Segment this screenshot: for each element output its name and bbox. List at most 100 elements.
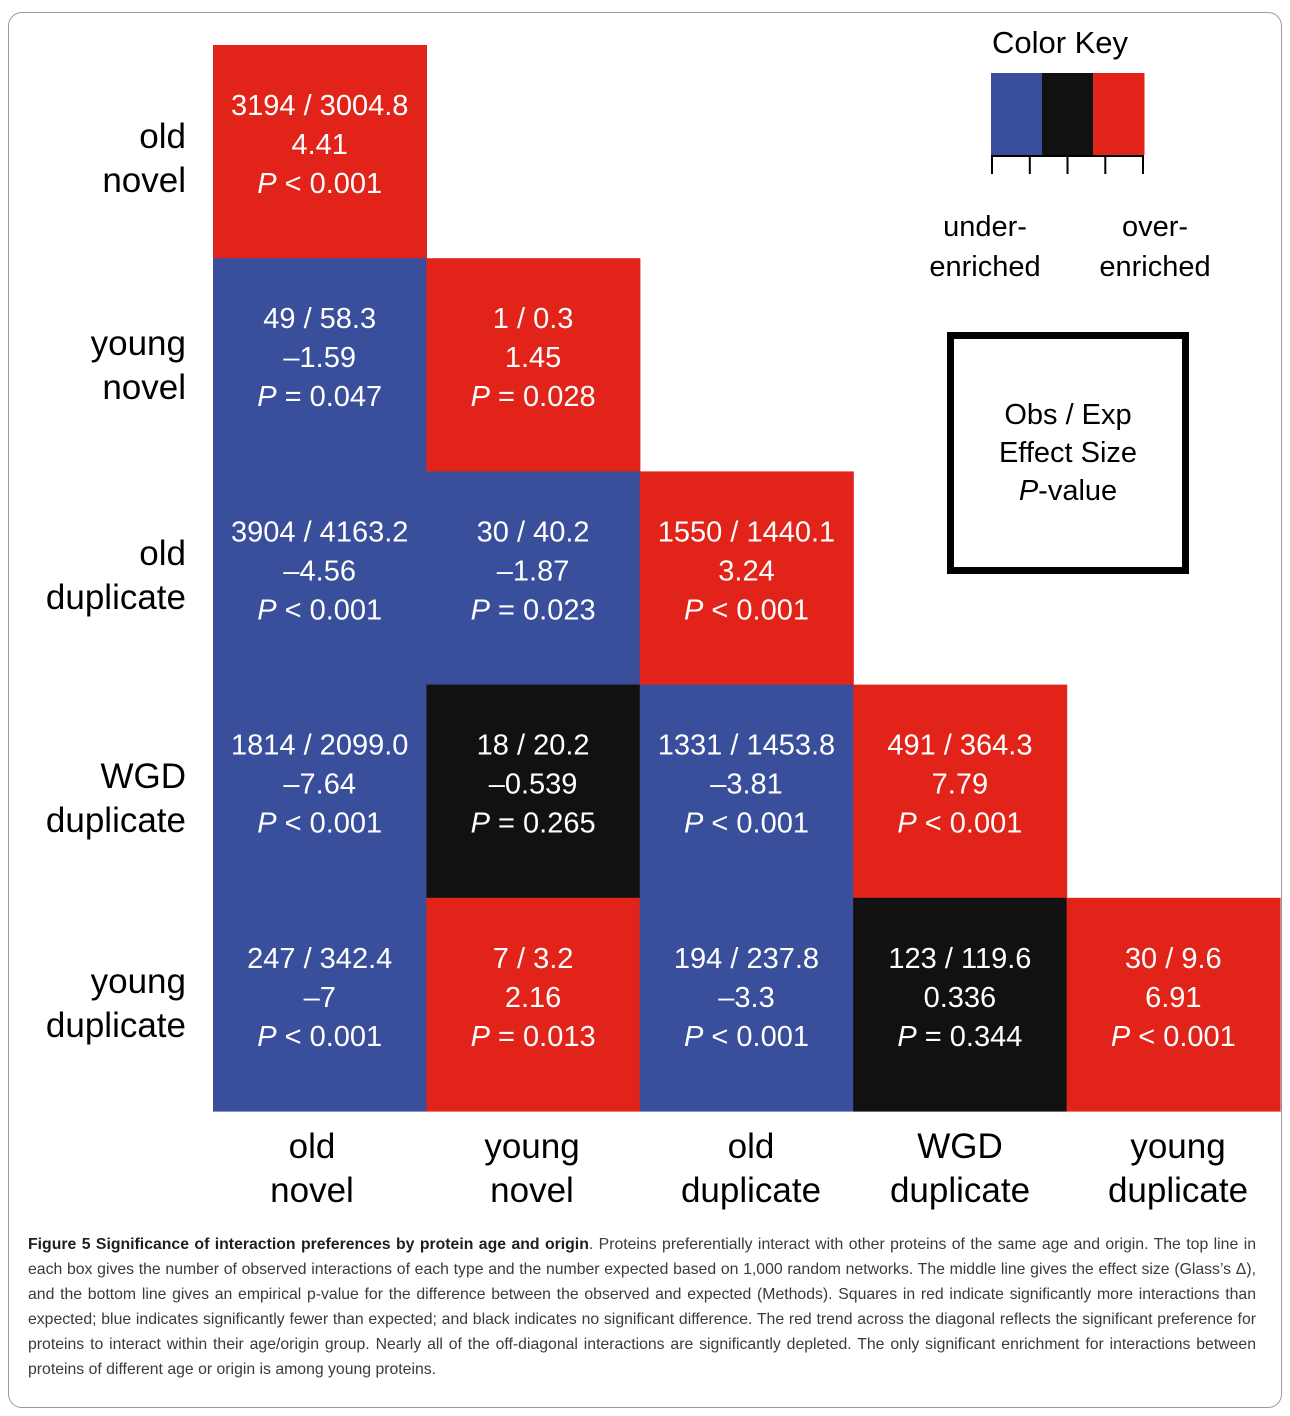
- cell-background: [426, 258, 641, 472]
- col-label-line2: novel: [270, 1171, 354, 1210]
- heatmap-cell: 1 / 0.3 1.45 P = 0.028: [426, 258, 641, 472]
- heatmap-cell: 3194 / 3004.8 4.41 P < 0.001: [213, 45, 427, 259]
- heatmap-cell: 491 / 364.3 7.79 P < 0.001: [853, 684, 1068, 899]
- legend-effect-size: Effect Size: [998, 437, 1138, 469]
- cell-obs-exp: 1550 / 1440.1: [658, 516, 835, 548]
- cell-effect-size: –1.59: [283, 342, 356, 374]
- figure-caption: Figure 5 Significance of interaction pre…: [28, 1232, 1256, 1382]
- cell-p-value: P < 0.001: [257, 1021, 382, 1053]
- caption-title: Figure 5 Significance of interaction pre…: [28, 1236, 589, 1253]
- heatmap-cell: 123 / 119.6 0.336 P = 0.344: [853, 897, 1068, 1112]
- cell-effect-size: 2.16: [505, 982, 561, 1014]
- col-label-line1: old: [288, 1127, 336, 1166]
- cell-p-value: P < 0.001: [257, 594, 382, 626]
- cell-effect-size: 7.79: [932, 769, 988, 801]
- cell-obs-exp: 49 / 58.3: [263, 303, 376, 335]
- heatmap-cell: 18 / 20.2 –0.539 P = 0.265: [426, 684, 641, 899]
- heatmap-cell: 194 / 237.8 –3.3 P < 0.001: [639, 897, 854, 1112]
- cell-effect-size: –0.539: [489, 769, 578, 801]
- legend-p-letter: P: [1018, 475, 1039, 507]
- col-label-wgd-duplicate: WGD duplicate: [854, 1125, 1066, 1213]
- cell-obs-exp: 1331 / 1453.8: [658, 730, 835, 762]
- row-label-line2: novel: [102, 161, 186, 200]
- cell-background: [639, 471, 854, 686]
- cell-background: [853, 684, 1068, 899]
- col-label-line1: old: [727, 1127, 775, 1166]
- cell-p-value: P = 0.344: [897, 1021, 1022, 1053]
- cell-effect-size: –7: [304, 982, 336, 1014]
- cell-effect-size: 0.336: [924, 982, 997, 1014]
- cell-obs-exp: 30 / 9.6: [1125, 943, 1222, 975]
- cell-obs-exp: 123 / 119.6: [888, 943, 1031, 975]
- over-label-line1: over-: [1121, 211, 1189, 243]
- cell-p-value: P < 0.001: [897, 808, 1022, 840]
- cell-effect-size: 4.41: [291, 129, 347, 161]
- cell-p-value: P < 0.001: [257, 808, 382, 840]
- cell-background: [213, 471, 427, 686]
- cell-background: [1066, 897, 1281, 1112]
- color-key-swatch: [991, 73, 1043, 155]
- cell-p-value: P < 0.001: [684, 594, 809, 626]
- col-label-line2: duplicate: [1107, 1171, 1249, 1210]
- cell-p-value: P = 0.265: [471, 808, 596, 840]
- color-key-swatch: [1042, 73, 1094, 155]
- heatmap-cell: 1814 / 2099.0 –7.64 P < 0.001: [213, 684, 427, 899]
- color-key-swatch: [1093, 73, 1145, 155]
- row-label-young-duplicate: young duplicate: [10, 960, 186, 1048]
- heatmap-cells: 3194 / 3004.8 4.41 P < 0.001 49 / 58.3 –1.59…: [213, 45, 1281, 1112]
- color-key-over-label: over- enriched: [1085, 207, 1225, 287]
- cell-effect-size: –3.3: [718, 982, 774, 1014]
- cell-obs-exp: 18 / 20.2: [477, 730, 590, 762]
- heatmap-cell: 3904 / 4163.2 –4.56 P < 0.001: [213, 471, 427, 686]
- cell-background: [639, 684, 854, 899]
- row-label-wgd-duplicate: WGD duplicate: [10, 755, 186, 843]
- cell-p-value: P = 0.047: [257, 381, 382, 413]
- cell-p-value: P = 0.028: [471, 381, 596, 413]
- row-label-line2: duplicate: [45, 578, 186, 617]
- legend-p-value: P-value: [1019, 472, 1117, 510]
- col-label-line1: young: [484, 1127, 580, 1166]
- heatmap-cell: 49 / 58.3 –1.59 P = 0.047: [213, 258, 427, 472]
- col-label-line2: novel: [490, 1171, 574, 1210]
- cell-background: [426, 684, 641, 899]
- row-label-old-duplicate: old duplicate: [10, 532, 186, 620]
- cell-effect-size: 3.24: [718, 555, 774, 587]
- heatmap-cell: 247 / 342.4 –7 P < 0.001: [213, 897, 427, 1112]
- cell-p-value: P = 0.023: [471, 594, 596, 626]
- heatmap-cell: 7 / 3.2 2.16 P = 0.013: [426, 897, 641, 1112]
- over-label-line2: enriched: [1099, 251, 1211, 283]
- legend-obs-exp: Obs / Exp: [1004, 399, 1132, 431]
- row-label-old-novel: old novel: [10, 115, 186, 203]
- cell-background: [639, 897, 854, 1112]
- cell-content-legend: Obs / Exp Effect Size P-value: [947, 332, 1189, 574]
- row-label-line1: young: [90, 962, 186, 1001]
- cell-background: [213, 45, 427, 259]
- row-label-line1: old: [139, 117, 186, 156]
- row-label-young-novel: young novel: [10, 322, 186, 410]
- cell-obs-exp: 194 / 237.8: [674, 943, 819, 975]
- cell-p-value: P = 0.013: [471, 1021, 596, 1053]
- col-label-line2: duplicate: [680, 1171, 822, 1210]
- row-label-line2: duplicate: [45, 1006, 186, 1045]
- cell-background: [213, 684, 427, 899]
- cell-obs-exp: 1814 / 2099.0: [231, 730, 408, 762]
- col-label-line1: young: [1130, 1127, 1226, 1166]
- cell-effect-size: 6.91: [1145, 982, 1201, 1014]
- col-label-old-duplicate: old duplicate: [645, 1125, 857, 1213]
- legend-p-rest: -value: [1038, 475, 1118, 507]
- cell-effect-size: –3.81: [710, 769, 783, 801]
- cell-obs-exp: 30 / 40.2: [477, 516, 590, 548]
- color-key-under-label: under- enriched: [915, 207, 1055, 287]
- heatmap-cell: 1331 / 1453.8 –3.81 P < 0.001: [639, 684, 854, 899]
- cell-effect-size: –1.87: [497, 555, 570, 587]
- cell-background: [213, 897, 427, 1112]
- cell-background: [426, 897, 641, 1112]
- under-label-line1: under-: [943, 211, 1027, 243]
- cell-background: [853, 897, 1068, 1112]
- row-label-line2: duplicate: [45, 801, 186, 840]
- col-label-line1: WGD: [917, 1127, 1003, 1166]
- cell-obs-exp: 1 / 0.3: [493, 303, 574, 335]
- cell-obs-exp: 3904 / 4163.2: [231, 516, 408, 548]
- heatmap-cell: 30 / 40.2 –1.87 P = 0.023: [426, 471, 641, 686]
